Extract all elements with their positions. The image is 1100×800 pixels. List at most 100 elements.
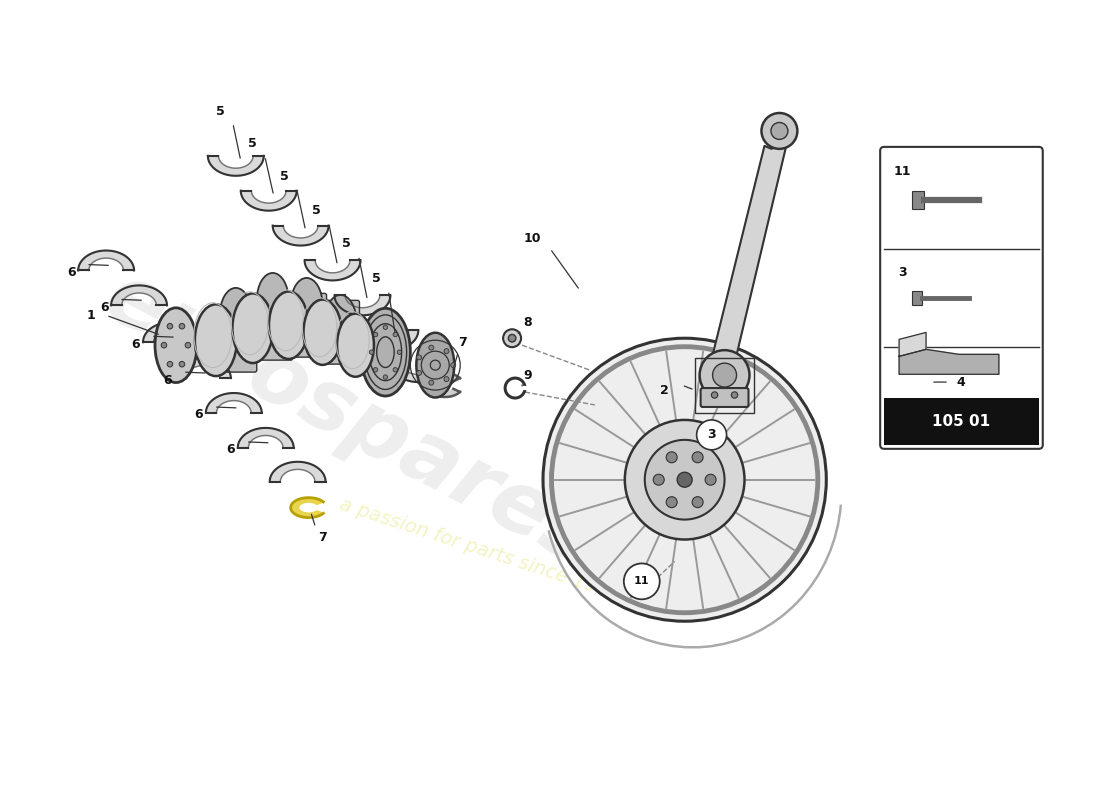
Text: 8: 8: [524, 316, 532, 329]
Circle shape: [543, 338, 826, 622]
Text: 7: 7: [458, 336, 466, 349]
Circle shape: [393, 332, 397, 337]
Circle shape: [417, 370, 421, 375]
FancyBboxPatch shape: [249, 296, 293, 360]
Circle shape: [653, 474, 664, 486]
Polygon shape: [290, 498, 323, 518]
Bar: [912, 291, 922, 305]
Circle shape: [167, 362, 173, 367]
Circle shape: [713, 363, 737, 387]
Circle shape: [393, 367, 397, 372]
FancyBboxPatch shape: [285, 294, 327, 357]
Circle shape: [179, 362, 185, 367]
Ellipse shape: [337, 314, 374, 377]
Polygon shape: [208, 156, 264, 176]
Circle shape: [373, 367, 377, 372]
Text: 6: 6: [227, 443, 235, 456]
Ellipse shape: [270, 291, 308, 359]
Polygon shape: [241, 190, 297, 210]
FancyBboxPatch shape: [701, 388, 748, 407]
Ellipse shape: [220, 288, 252, 342]
Circle shape: [696, 420, 727, 450]
Text: 5: 5: [249, 138, 257, 150]
Circle shape: [732, 392, 738, 398]
Circle shape: [167, 323, 173, 329]
Text: 6: 6: [164, 374, 173, 386]
Circle shape: [179, 323, 185, 329]
FancyBboxPatch shape: [319, 300, 360, 364]
Polygon shape: [206, 393, 262, 413]
Circle shape: [692, 497, 703, 508]
Text: 3: 3: [898, 266, 906, 279]
Polygon shape: [892, 365, 936, 380]
Polygon shape: [78, 250, 134, 270]
Text: 11: 11: [634, 576, 649, 586]
Circle shape: [185, 342, 190, 348]
Text: 7: 7: [318, 531, 327, 544]
Circle shape: [417, 355, 421, 360]
Circle shape: [429, 380, 433, 385]
Circle shape: [383, 325, 387, 330]
Circle shape: [444, 377, 449, 382]
Polygon shape: [899, 350, 999, 374]
Text: 1: 1: [87, 309, 96, 322]
Bar: [912, 191, 924, 209]
Circle shape: [771, 122, 788, 139]
Circle shape: [444, 349, 449, 354]
Circle shape: [503, 330, 521, 347]
Text: 105 01: 105 01: [933, 414, 990, 429]
Ellipse shape: [232, 294, 273, 363]
Circle shape: [162, 342, 167, 348]
Text: 5: 5: [280, 170, 289, 183]
Polygon shape: [143, 322, 199, 342]
Text: 5: 5: [342, 237, 351, 250]
Text: 6: 6: [195, 409, 204, 422]
Circle shape: [667, 452, 678, 462]
Text: 5: 5: [217, 105, 226, 118]
Polygon shape: [175, 358, 231, 378]
Circle shape: [645, 440, 725, 519]
Text: 9: 9: [524, 369, 532, 382]
Circle shape: [370, 350, 374, 354]
Circle shape: [667, 497, 678, 508]
Ellipse shape: [361, 308, 410, 396]
Polygon shape: [238, 428, 294, 448]
Circle shape: [508, 334, 516, 342]
Circle shape: [692, 452, 703, 462]
Circle shape: [451, 362, 455, 368]
Circle shape: [761, 113, 798, 149]
Ellipse shape: [195, 304, 236, 376]
Circle shape: [429, 345, 433, 350]
Polygon shape: [270, 462, 326, 482]
Circle shape: [373, 332, 377, 337]
Polygon shape: [111, 286, 167, 306]
Text: 6: 6: [100, 301, 109, 314]
Bar: [694, 358, 755, 413]
Polygon shape: [273, 226, 329, 246]
Polygon shape: [363, 330, 418, 350]
Polygon shape: [882, 390, 926, 405]
Circle shape: [678, 472, 692, 487]
Polygon shape: [390, 362, 447, 382]
Circle shape: [700, 350, 749, 400]
Text: 6: 6: [132, 338, 141, 350]
Circle shape: [625, 420, 745, 539]
Polygon shape: [305, 261, 361, 281]
Circle shape: [383, 375, 387, 379]
Ellipse shape: [290, 278, 322, 333]
Circle shape: [712, 392, 718, 398]
Polygon shape: [899, 333, 926, 356]
Text: 2: 2: [660, 383, 669, 397]
FancyBboxPatch shape: [212, 308, 256, 372]
Ellipse shape: [256, 273, 288, 328]
Text: 10: 10: [524, 232, 541, 245]
FancyBboxPatch shape: [880, 147, 1043, 449]
Text: 5: 5: [312, 204, 321, 217]
Ellipse shape: [324, 295, 356, 350]
Text: a passion for parts since 1985: a passion for parts since 1985: [338, 495, 624, 604]
Polygon shape: [334, 295, 390, 315]
Circle shape: [624, 563, 660, 599]
Text: 11: 11: [893, 166, 911, 178]
Text: 6: 6: [67, 266, 76, 279]
Polygon shape: [427, 373, 460, 397]
